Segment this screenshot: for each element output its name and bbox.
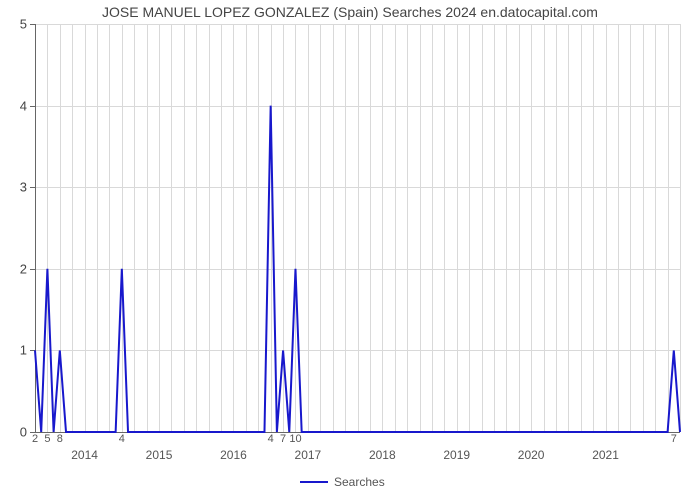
x-axis-year-label: 2019	[443, 448, 470, 462]
x-axis-year-label: 2020	[518, 448, 545, 462]
peak-value-label: 5	[44, 433, 50, 445]
x-axis-year-label: 2014	[71, 448, 98, 462]
grid-line-vertical	[680, 24, 681, 432]
peak-value-label: 10	[289, 433, 301, 445]
peak-value-label: 4	[119, 433, 125, 445]
chart-container: { "chart": { "type": "line", "title": "J…	[0, 0, 700, 500]
x-axis-year-label: 2015	[146, 448, 173, 462]
peak-value-label: 4	[268, 433, 274, 445]
legend: Searches	[300, 475, 385, 489]
peak-value-label: 7	[671, 433, 677, 445]
y-axis-tick-label: 1	[20, 343, 27, 358]
y-axis-tick-label: 5	[20, 17, 27, 32]
peak-value-label: 7	[280, 433, 286, 445]
x-axis-year-label: 2018	[369, 448, 396, 462]
x-axis-year-label: 2021	[592, 448, 619, 462]
peak-value-label: 2	[32, 433, 38, 445]
chart-title: JOSE MANUEL LOPEZ GONZALEZ (Spain) Searc…	[0, 4, 700, 20]
y-axis-tick-label: 3	[20, 180, 27, 195]
peak-value-label: 8	[57, 433, 63, 445]
y-axis-tick-label: 2	[20, 261, 27, 276]
y-axis-tick-label: 0	[20, 425, 27, 440]
y-axis-tick-label: 4	[20, 98, 27, 113]
x-axis-year-label: 2016	[220, 448, 247, 462]
legend-label: Searches	[334, 475, 385, 489]
line-series	[35, 24, 680, 434]
legend-line	[300, 481, 328, 483]
x-axis-year-label: 2017	[295, 448, 322, 462]
plot-area: 0123452014201520162017201820192020202125…	[35, 24, 680, 432]
